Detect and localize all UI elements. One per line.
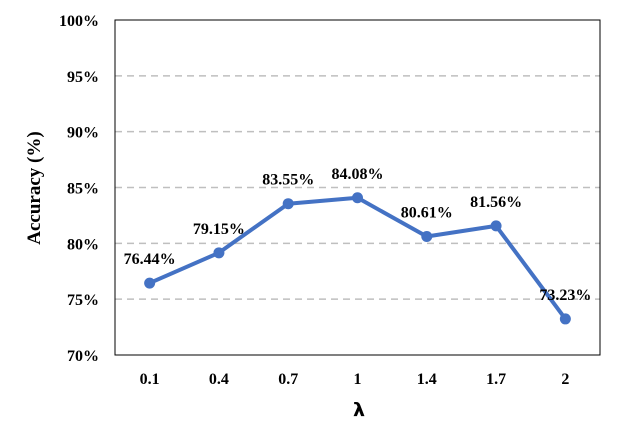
y-tick-label: 100% (59, 13, 99, 30)
y-tick-label: 85% (67, 181, 99, 198)
data-point (559, 313, 571, 325)
data-label: 73.23% (539, 287, 591, 304)
y-tick-label: 95% (67, 69, 99, 86)
data-point (352, 192, 363, 204)
x-tick-label: 1.4 (417, 371, 437, 388)
x-tick-label: 1.7 (486, 371, 506, 388)
plot-area-frame (114, 19, 601, 356)
gridlines (115, 75, 600, 300)
data-point (282, 198, 294, 210)
data-label: 81.56% (470, 194, 522, 211)
data-point (144, 277, 156, 289)
data-label: 84.08% (332, 166, 384, 183)
y-tick-label: 80% (67, 236, 99, 253)
y-tick-label: 90% (67, 125, 99, 142)
y-axis-ticks: 70% 75% 80% 85% 90% 95% 100% (59, 13, 99, 365)
y-axis-title: Accuracy (%) (24, 131, 45, 244)
x-axis-ticks: 0.1 0.4 0.7 1 1.4 1.7 2 (140, 371, 570, 388)
data-points (144, 192, 571, 325)
x-tick-label: 0.4 (209, 371, 229, 388)
data-point (490, 220, 502, 232)
x-axis-title: λ (353, 399, 365, 421)
y-tick-label: 75% (67, 292, 99, 309)
data-point (421, 231, 433, 243)
data-label: 76.44% (124, 251, 176, 268)
x-tick-label: 0.1 (140, 371, 160, 388)
x-tick-label: 0.7 (278, 371, 298, 388)
data-labels: 76.44% 79.15% 83.55% 84.08% 80.61% 81.56% 73.2… (124, 166, 592, 304)
y-tick-label: 70% (67, 348, 99, 365)
series-line (147, 195, 568, 321)
data-label: 79.15% (193, 221, 245, 238)
data-label: 83.55% (262, 172, 314, 189)
x-tick-label: 1 (354, 371, 362, 388)
data-label: 80.61% (401, 205, 453, 222)
data-point (213, 247, 225, 259)
x-tick-label: 2 (561, 371, 569, 388)
